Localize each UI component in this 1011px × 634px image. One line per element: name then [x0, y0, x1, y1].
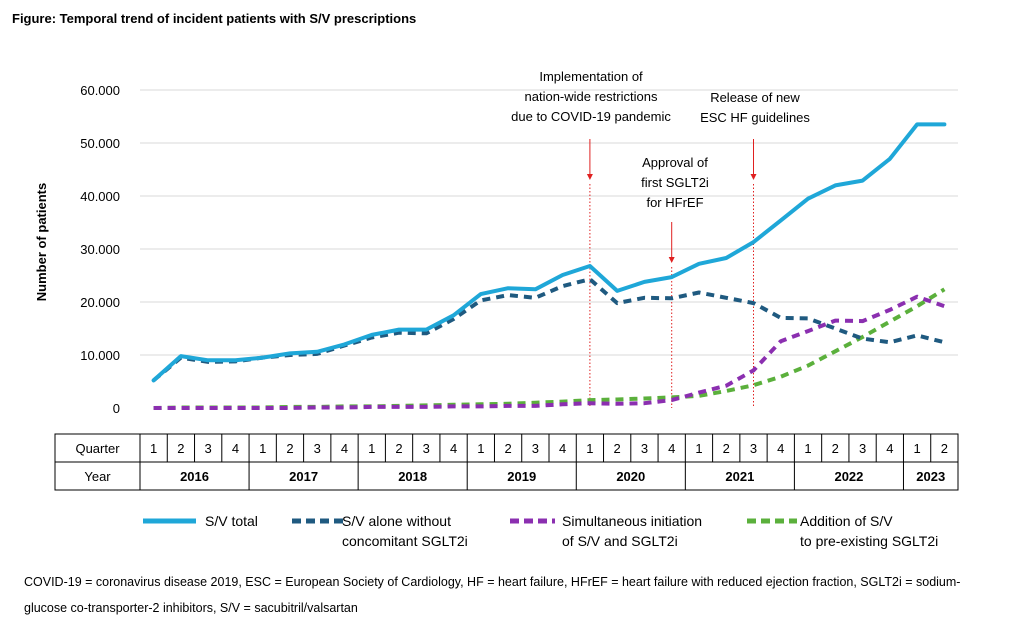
footnote: COVID-19 = coronavirus disease 2019, ESC… — [24, 575, 961, 615]
year-cell: 2018 — [398, 469, 427, 484]
quarter-cell: 2 — [177, 441, 184, 456]
year-cell: 2021 — [725, 469, 754, 484]
annotation: Implementation of nation-wide restriction… — [511, 69, 671, 408]
series-line-3 — [153, 287, 946, 410]
quarter-cell: 3 — [859, 441, 866, 456]
quarter-cell: 3 — [532, 441, 539, 456]
annotation-arrowhead — [668, 257, 675, 263]
quarter-cell: 2 — [723, 441, 730, 456]
y-tick-label: 30.000 — [80, 242, 120, 257]
quarter-cell: 4 — [777, 441, 784, 456]
year-cell: 2022 — [834, 469, 863, 484]
quarter-cell: 4 — [559, 441, 566, 456]
gridlines — [140, 89, 958, 356]
legend-label: S/V total — [205, 513, 258, 529]
annotation-arrowhead — [586, 174, 593, 180]
year-row-label: Year — [84, 469, 111, 484]
quarter-cell: 1 — [259, 441, 266, 456]
quarter-cell: 3 — [423, 441, 430, 456]
quarter-cell: 3 — [314, 441, 321, 456]
series-line-0 — [151, 122, 947, 383]
legend-entry: Addition of S/V to pre-existing SGLT2i — [747, 513, 938, 549]
legend-label: S/V alone without — [342, 513, 451, 529]
y-tick-label: 10.000 — [80, 348, 120, 363]
legend-label: Addition of S/V — [800, 513, 893, 529]
quarter-cell: 1 — [586, 441, 593, 456]
year-cell: 2016 — [180, 469, 209, 484]
quarter-cell: 3 — [750, 441, 757, 456]
series-line-2 — [153, 294, 946, 410]
legend-label: to pre-existing SGLT2i — [800, 533, 938, 549]
quarter-cell: 4 — [450, 441, 457, 456]
quarter-cell: 1 — [913, 441, 920, 456]
y-tick-label: 40.000 — [80, 189, 120, 204]
quarter-cell: 4 — [341, 441, 348, 456]
year-cell: 2020 — [616, 469, 645, 484]
y-axis-tick-labels: 0 10.000 20.000 30.000 40.000 50.000 60.000 — [80, 83, 120, 416]
y-tick-label: 20.000 — [80, 295, 120, 310]
annotation-text: nation-wide restrictions — [525, 89, 658, 104]
quarter-cell: 4 — [232, 441, 239, 456]
chart: 0 10.000 20.000 30.000 40.000 50.000 60.000 Nu… — [34, 69, 959, 549]
quarter-cell: 2 — [504, 441, 511, 456]
legend-entry: Simultaneous initiation of S/V and SGLT2i — [510, 513, 702, 549]
quarter-cell: 4 — [886, 441, 893, 456]
quarter-cell: 3 — [641, 441, 648, 456]
quarter-cell: 2 — [614, 441, 621, 456]
legend-label: concomitant SGLT2i — [342, 533, 468, 549]
annotation-text: ESC HF guidelines — [700, 110, 810, 125]
y-tick-label: 60.000 — [80, 83, 120, 98]
annotation-text: Implementation of — [539, 69, 643, 84]
quarter-cell: 2 — [286, 441, 293, 456]
quarter-cell: 1 — [150, 441, 157, 456]
annotation-text: for HFrEF — [646, 195, 703, 210]
legend-label: Simultaneous initiation — [562, 513, 702, 529]
quarter-cell: 4 — [668, 441, 675, 456]
legend-entry: S/V total — [143, 513, 258, 529]
quarter-cell: 3 — [205, 441, 212, 456]
series-lines — [151, 122, 947, 410]
quarter-cell: 1 — [368, 441, 375, 456]
annotation-arrowhead — [750, 174, 757, 180]
annotation-text: Release of new — [710, 90, 800, 105]
annotation-text: Approval of — [642, 155, 708, 170]
figure-title: Figure: Temporal trend of incident patie… — [12, 11, 417, 26]
legend-label: of S/V and SGLT2i — [562, 533, 678, 549]
year-cell: 2017 — [289, 469, 318, 484]
annotation: Approval of first SGLT2i for HFrEF — [641, 155, 709, 408]
y-axis-label: Number of patients — [34, 183, 49, 301]
legend-entry: S/V alone without concomitant SGLT2i — [292, 513, 468, 549]
quarter-row-label: Quarter — [75, 441, 120, 456]
quarter-cell: 2 — [832, 441, 839, 456]
y-tick-label: 50.000 — [80, 136, 120, 151]
annotation-text: due to COVID-19 pandemic — [511, 109, 671, 124]
quarter-cell: 1 — [695, 441, 702, 456]
annotation-text: first SGLT2i — [641, 175, 709, 190]
quarter-cell: 1 — [804, 441, 811, 456]
quarter-cell: 2 — [941, 441, 948, 456]
legend: S/V total S/V alone without concomitant SG… — [143, 513, 938, 549]
series-line-1 — [152, 277, 945, 382]
quarter-year-table: Quarter Year 1 2 3 4 1 2 3 4 1 2 3 4 1 2 3 4 1 2 3 4 1 2 3 4 1 2 3 4 1… — [54, 433, 959, 491]
year-cell: 2023 — [916, 469, 945, 484]
annotation: Release of new ESC HF guidelines — [700, 90, 810, 408]
y-tick-label: 0 — [113, 401, 120, 416]
annotations: Implementation of nation-wide restriction… — [511, 69, 810, 408]
year-cell: 2019 — [507, 469, 536, 484]
quarter-cell: 1 — [477, 441, 484, 456]
quarter-cell: 2 — [395, 441, 402, 456]
